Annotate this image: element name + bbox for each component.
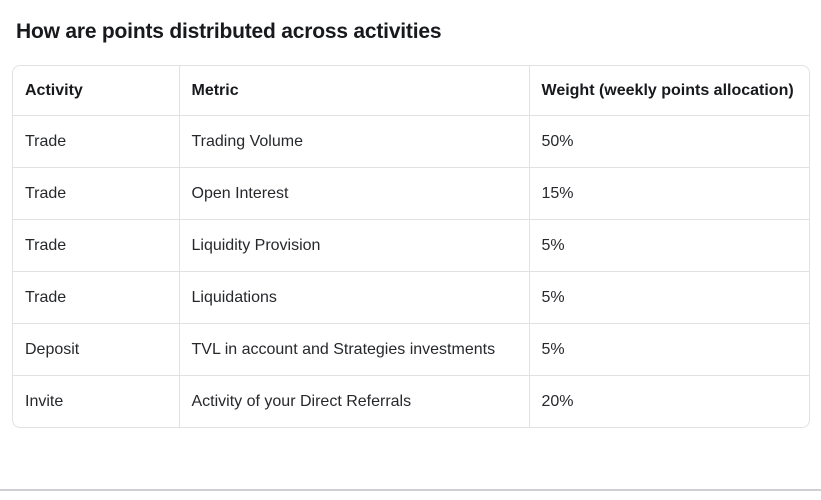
metric-cell: TVL in account and Strategies investment…	[179, 323, 530, 376]
table-header-row: Activity Metric Weight (weekly points al…	[13, 66, 809, 116]
activity-cell: Trade	[13, 219, 180, 272]
activity-cell: Trade	[13, 167, 180, 220]
activity-cell: Trade	[13, 115, 180, 168]
points-table: Activity Metric Weight (weekly points al…	[13, 66, 809, 427]
metric-cell: Activity of your Direct Referrals	[179, 375, 530, 427]
metric-cell: Trading Volume	[179, 115, 530, 168]
metric-cell: Liquidations	[179, 271, 530, 324]
metric-cell: Open Interest	[179, 167, 530, 220]
table-row: Trade Trading Volume 50%	[13, 115, 809, 168]
column-header-weight: Weight (weekly points allocation)	[529, 66, 809, 116]
activity-cell: Deposit	[13, 323, 180, 376]
table-row: Trade Liquidations 5%	[13, 271, 809, 324]
activity-cell: Trade	[13, 271, 180, 324]
activity-cell: Invite	[13, 375, 180, 427]
table-row: Invite Activity of your Direct Referrals…	[13, 375, 809, 427]
table-row: Trade Liquidity Provision 5%	[13, 219, 809, 272]
weight-cell: 20%	[541, 393, 574, 410]
weight-cell: 5%	[529, 219, 809, 272]
table-row: Deposit TVL in account and Strategies in…	[13, 323, 809, 376]
page-title: How are points distributed across activi…	[16, 20, 442, 44]
bottom-divider	[0, 489, 821, 491]
points-distribution-table: Activity Metric Weight (weekly points al…	[12, 65, 810, 428]
column-header-activity: Activity	[13, 66, 180, 116]
weight-cell: 50%	[529, 115, 809, 168]
column-header-metric: Metric	[179, 66, 530, 116]
weight-cell: 5%	[529, 323, 809, 376]
weight-cell: 5%	[529, 271, 809, 324]
metric-cell: Liquidity Provision	[179, 219, 530, 272]
table-row: Trade Open Interest 15%	[13, 167, 809, 220]
weight-cell: 15%	[529, 167, 809, 220]
